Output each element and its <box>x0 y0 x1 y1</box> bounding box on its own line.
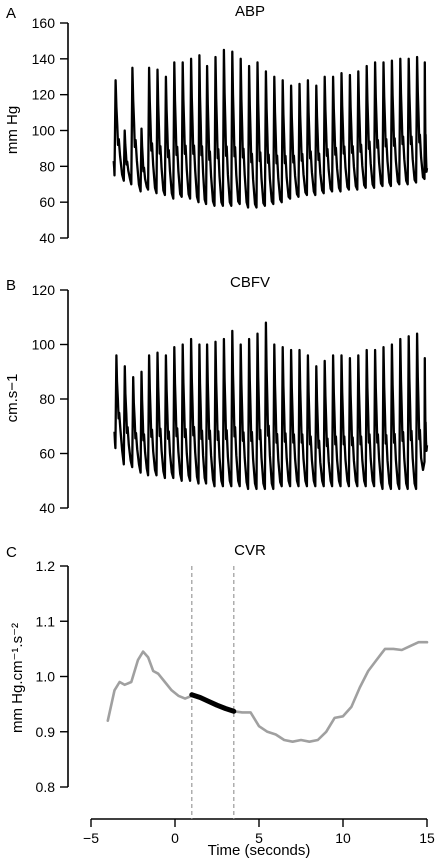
panel-b-ylabel: cm.s−1 <box>4 374 21 423</box>
panel-c-y-tick-label: 1.2 <box>36 558 56 574</box>
panel-c-x-tick-label: −5 <box>83 830 99 846</box>
panel-b-y-tick-label: 40 <box>39 500 55 516</box>
panel-c-y-tick-label: 1.1 <box>36 613 56 629</box>
panel-c-x-tick-label: 15 <box>419 830 435 846</box>
panel-a-letter: A <box>6 5 16 22</box>
panel-a-y-tick-label: 140 <box>32 51 56 67</box>
panel-b-title: CBFV <box>230 274 270 291</box>
panel-c-letter: C <box>6 544 17 561</box>
panel-a-abp-trace <box>112 48 429 209</box>
panel-c-y-tick-label: 0.8 <box>36 779 56 795</box>
panel-c-y-tick-label: 0.9 <box>36 724 56 740</box>
panel-b-y-ticks: 40 60 80 100 120 <box>32 282 68 516</box>
panel-c-vertical-markers <box>191 566 235 819</box>
panel-c-x-tick-label: 10 <box>335 830 351 846</box>
panel-a-ylabel: mm Hg <box>4 106 21 154</box>
panel-a-y-tick-label: 40 <box>39 230 55 246</box>
panel-c-cvr-trace <box>106 640 429 743</box>
panel-a-y-ticks: 40 60 80 100 120 140 160 <box>32 15 68 246</box>
panel-b-y-tick-label: 60 <box>39 446 55 462</box>
panel-b-y-tick-label: 100 <box>32 337 56 353</box>
panel-c-cvr: C CVR mm Hg.cm⁻¹.s⁻² 0.8 0.9 1.0 1.1 1.2 −5 0… <box>6 542 435 859</box>
panel-a-y-tick-label: 120 <box>32 87 56 103</box>
panel-c-title: CVR <box>234 542 266 559</box>
panel-a-y-tick-label: 160 <box>32 15 56 31</box>
panel-b-y-tick-label: 80 <box>39 391 55 407</box>
panel-c-x-tick-label: 5 <box>255 830 263 846</box>
panel-b-letter: B <box>6 277 16 294</box>
panel-c-x-ticks: −5 0 5 10 15 <box>83 819 435 846</box>
panel-a-abp: A ABP mm Hg 40 60 80 100 120 140 160 <box>4 3 429 246</box>
panel-c-y-ticks: 0.8 0.9 1.0 1.1 1.2 <box>36 558 68 795</box>
panel-b-y-tick-label: 120 <box>32 282 56 298</box>
panel-b-cbfv: B CBFV cm.s−1 40 60 80 100 120 <box>4 274 429 516</box>
panel-c-y-tick-label: 1.0 <box>36 669 56 685</box>
panel-c-series <box>106 640 429 743</box>
panel-a-y-tick-label: 100 <box>32 123 56 139</box>
panel-c-cvr-fit-segment <box>189 692 237 714</box>
panel-a-y-tick-label: 60 <box>39 194 55 210</box>
panel-b-cbfv-trace <box>113 321 429 491</box>
panel-c-ylabel: mm Hg.cm⁻¹.s⁻² <box>9 623 26 733</box>
panel-a-title: ABP <box>235 3 265 20</box>
panel-c-xlabel: Time (seconds) <box>208 842 311 859</box>
panel-c-x-tick-label: 0 <box>171 830 179 846</box>
panel-a-y-tick-label: 80 <box>39 158 55 174</box>
